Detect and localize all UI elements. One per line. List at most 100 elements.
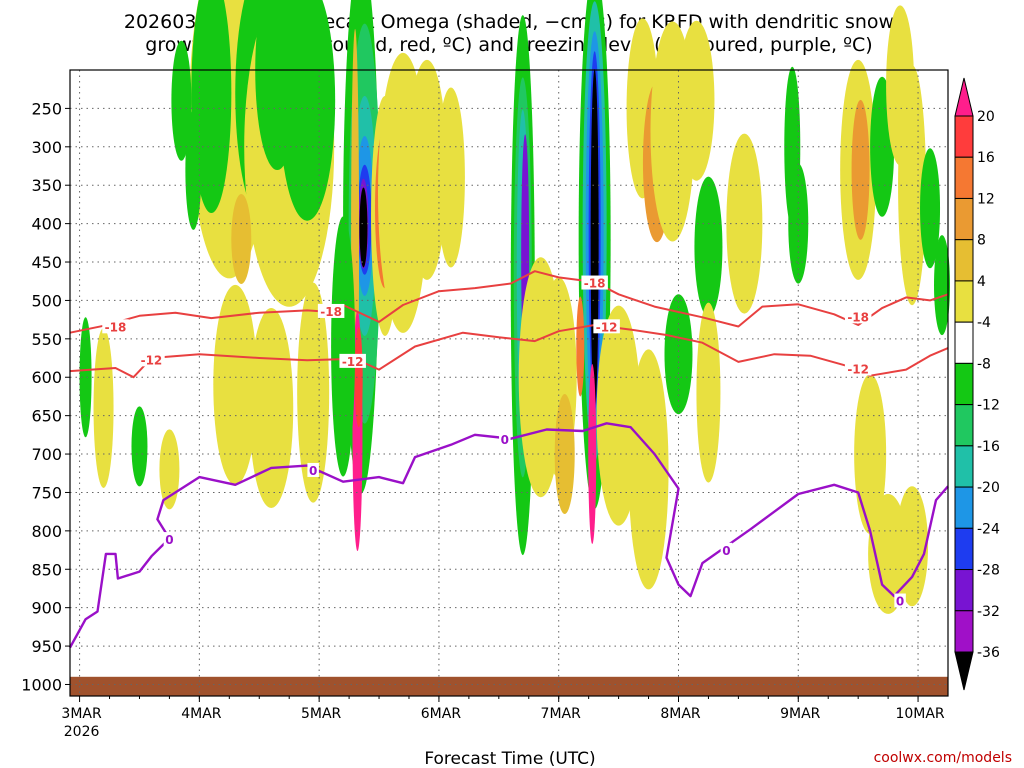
- colorbar-label-3: 8: [977, 233, 986, 249]
- y-tick-label-650: 650: [31, 407, 62, 426]
- contour-line-minus18: [69, 270, 949, 334]
- contour-line-freezing: [68, 422, 949, 649]
- terrain-strip: [70, 676, 948, 696]
- colorbar-label-1: 16: [977, 150, 995, 166]
- colorbar-label-9: -20: [977, 480, 1000, 496]
- contour-label-9: 0: [309, 464, 317, 478]
- omega-shade-cell-67: [171, 40, 192, 161]
- omega-shade-cell-59: [159, 429, 180, 510]
- contour-label-12: 0: [896, 595, 904, 609]
- contour-label-bg-10: [499, 432, 511, 447]
- colorbar-segment-12: [954, 610, 974, 653]
- contour-label-0: -18: [105, 320, 127, 334]
- contour-label-bg-0: [102, 319, 129, 334]
- x-axis-label: Forecast Time (UTC): [424, 749, 595, 768]
- omega-shade-cell-64: [696, 302, 721, 483]
- colorbar-label-8: -16: [977, 439, 1000, 455]
- contour-label-bg-7: [844, 361, 872, 376]
- x-tick-label-5: 8MAR: [660, 706, 701, 722]
- contour-label-bg-1: [317, 303, 345, 318]
- contour-label-bg-11: [720, 542, 733, 557]
- contour-lines: [68, 270, 949, 649]
- colorbar-label-0: 20: [977, 109, 995, 125]
- x-tick-label-4: 7MAR: [541, 706, 582, 722]
- contour-label-3: -18: [847, 310, 869, 324]
- y-tick-label-400: 400: [31, 215, 62, 234]
- contour-label-bg-5: [339, 353, 366, 368]
- y-tick-label-600: 600: [31, 368, 62, 387]
- omega-shade-cell-58: [131, 406, 148, 487]
- omega-shade-cell-16: [354, 327, 363, 428]
- colorbar-segment-5: [954, 321, 974, 364]
- omega-shade-cell-35: [588, 364, 597, 545]
- y-tick-label-250: 250: [31, 99, 62, 118]
- omega-shade-cell-68: [185, 109, 202, 230]
- y-tick-label-850: 850: [31, 560, 62, 579]
- omega-shade-cell-29: [554, 394, 575, 515]
- contour-labels: -18 -18 -18 -18 -12 -12 -12 -12 0 0 0 0 0: [102, 275, 906, 609]
- contour-label-bg-3: [844, 309, 872, 324]
- omega-shade-cell-38: [628, 349, 669, 590]
- colorbar-label-5: -4: [977, 315, 991, 331]
- colorbar-segment-2: [954, 197, 974, 241]
- omega-shade-cell-21: [406, 59, 447, 280]
- x-tick-label-0: 3MAR: [61, 706, 102, 722]
- colorbar-segment-8: [954, 445, 974, 488]
- colorbar-label-12: -32: [977, 604, 1000, 620]
- colorbar-label-11: -28: [977, 563, 1000, 579]
- colorbar-segment-4: [954, 280, 974, 323]
- omega-shade-cell-6: [231, 193, 252, 284]
- y-axis-ticks: 250 300 350 400 450 500 550 600 650 700 750 800 850 9…: [21, 99, 70, 694]
- contour-label-bg-2: [581, 275, 608, 290]
- colorbar-segment-6: [954, 362, 974, 406]
- colorbar-segment-11: [954, 569, 974, 612]
- x-axis-ticks: 3MAR 4MAR 5MAR 6MAR 7MAR 8MAR 9MAR 10MAR: [61, 696, 945, 722]
- y-tick-label-950: 950: [31, 637, 62, 656]
- contour-line-minus12: [69, 324, 949, 379]
- contour-label-5: -12: [342, 355, 364, 369]
- contour-label-6: -12: [596, 320, 618, 334]
- colorbar-label-7: -12: [977, 398, 1000, 414]
- omega-shade-cell-61: [249, 307, 294, 508]
- plot-frame: [69, 69, 949, 697]
- omega-shade-cell-13: [359, 187, 368, 268]
- x-tick-label-6: 9MAR: [780, 706, 821, 722]
- colorbar-label-6: -8: [977, 356, 991, 372]
- colorbar-top-arrow: [954, 77, 974, 117]
- y-tick-label-1000: 1000: [21, 675, 62, 694]
- contour-label-bg-6: [593, 319, 620, 334]
- colorbar-label-10: -24: [977, 521, 1000, 537]
- y-tick-label-800: 800: [31, 522, 62, 541]
- contour-label-1: -18: [320, 305, 342, 319]
- omega-shade-cell-43: [694, 176, 723, 317]
- omega-shading-layer: [79, 0, 951, 614]
- y-tick-label-450: 450: [31, 253, 62, 272]
- colorbar-segment-1: [954, 156, 974, 199]
- y-tick-label-900: 900: [31, 599, 62, 618]
- colorbar-segment-7: [954, 404, 974, 447]
- omega-shade-cell-66: [854, 374, 887, 535]
- colorbar: 20 16 12 8 4 -4 -8 -12 -16 -20 -24 -28 -32 -36: [954, 77, 1000, 691]
- omega-shade-cell-56: [79, 317, 92, 438]
- contour-label-bg-8: [163, 532, 176, 547]
- colorbar-label-13: -36: [977, 645, 1000, 661]
- colorbar-segment-9: [954, 486, 974, 529]
- y-tick-label-350: 350: [31, 176, 62, 195]
- x-tick-label-1: 4MAR: [181, 706, 222, 722]
- omega-shade-cell-60: [213, 284, 258, 485]
- contour-label-bg-12: [894, 593, 906, 608]
- contour-label-7: -12: [847, 363, 869, 377]
- terrain-fill: [70, 676, 948, 696]
- omega-shade-cell-1: [191, 0, 232, 214]
- contour-label-bg-9: [307, 462, 319, 477]
- colorbar-segment-3: [954, 239, 974, 282]
- contour-label-10: 0: [501, 433, 509, 447]
- x-tick-label-3: 6MAR: [421, 706, 462, 722]
- y-tick-label-550: 550: [31, 330, 62, 349]
- omega-shade-cell-42: [678, 20, 715, 181]
- y-tick-label-700: 700: [31, 445, 62, 464]
- omega-shade-cell-22: [436, 87, 465, 268]
- colorbar-label-4: 4: [977, 274, 986, 290]
- omega-shade-cell-34: [590, 68, 599, 409]
